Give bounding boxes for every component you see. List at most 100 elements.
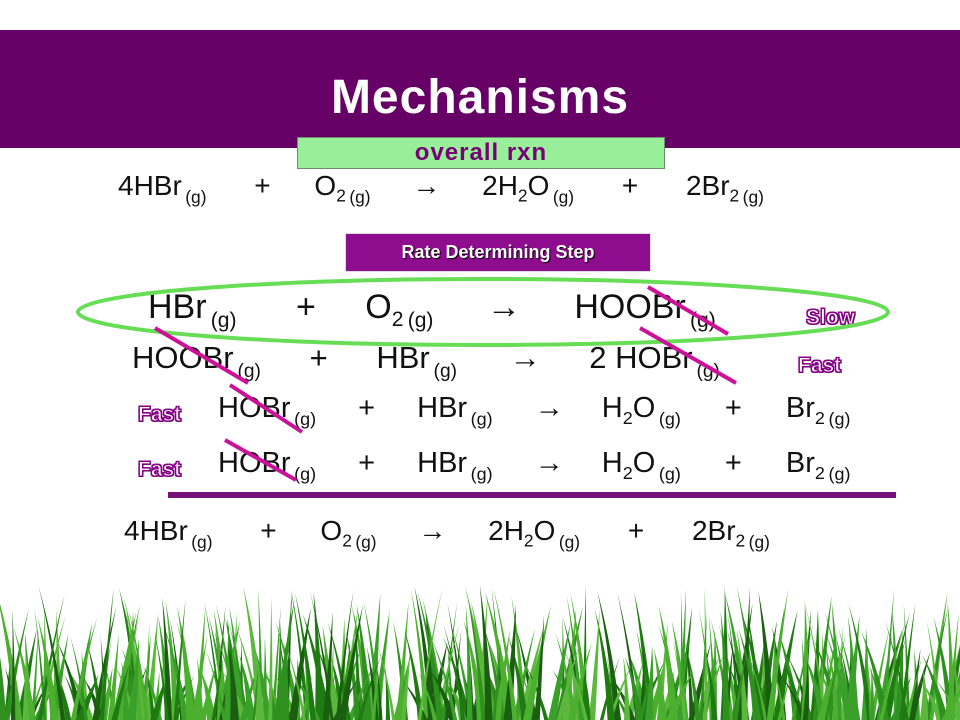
grass-blade bbox=[443, 624, 466, 720]
grass-blade bbox=[128, 608, 150, 720]
grass-blade bbox=[741, 588, 750, 720]
grass-blade bbox=[414, 585, 436, 720]
grass-blade bbox=[177, 605, 195, 720]
grass-blade bbox=[829, 653, 840, 720]
grass-blade bbox=[284, 642, 306, 720]
grass-blade bbox=[191, 634, 208, 720]
grass-blade bbox=[599, 656, 620, 720]
grass-blade bbox=[869, 666, 875, 720]
grass-blade bbox=[327, 642, 334, 720]
cancel-line bbox=[228, 383, 304, 434]
grass-blade bbox=[363, 601, 383, 720]
grass-blade bbox=[243, 586, 265, 720]
grass-blade bbox=[465, 604, 473, 720]
grass-blade bbox=[431, 637, 458, 720]
grass-blade bbox=[399, 650, 411, 720]
grass-blade bbox=[685, 640, 695, 720]
grass-blade bbox=[825, 632, 851, 720]
grass-blade bbox=[708, 614, 717, 720]
grass-blade bbox=[417, 587, 443, 720]
grass-blade bbox=[338, 604, 364, 720]
grass-blade bbox=[229, 605, 245, 720]
grass-blade bbox=[703, 587, 708, 720]
grass-blade bbox=[227, 642, 239, 720]
grass-blade bbox=[943, 644, 960, 720]
grass-blade bbox=[304, 653, 310, 720]
grass-blade bbox=[919, 679, 944, 720]
grass-blade bbox=[523, 605, 552, 720]
grass-blade bbox=[563, 647, 588, 720]
grass-blade bbox=[732, 603, 753, 720]
rate-label-step-2: Fast bbox=[797, 354, 842, 378]
grass-blade bbox=[905, 657, 922, 720]
grass-blade bbox=[672, 638, 687, 720]
grass-blade bbox=[747, 652, 768, 720]
grass-blade bbox=[70, 636, 88, 720]
grass-blade bbox=[377, 643, 396, 720]
grass-blade bbox=[548, 622, 571, 720]
grass-blade bbox=[831, 601, 842, 720]
grass-blade bbox=[417, 591, 444, 720]
mechanism-step-3: HOBr (g) + HBr (g) → H2O (g) + Br2 (g) bbox=[218, 392, 851, 430]
grass-blade bbox=[766, 588, 789, 720]
sum-divider-line bbox=[168, 492, 896, 498]
grass-blade bbox=[925, 604, 949, 720]
grass-blade bbox=[281, 642, 290, 720]
grass-blade bbox=[239, 654, 256, 720]
cancel-line bbox=[153, 326, 250, 385]
grass-blade bbox=[162, 597, 173, 720]
rate-label-step-3: Fast bbox=[137, 403, 182, 427]
overall-reaction-top: 4 HBr (g) + O2 (g) → 2 H2O (g) + 2 Br2 (g) bbox=[118, 170, 764, 207]
grass-blade bbox=[777, 674, 791, 720]
grass-blade bbox=[824, 644, 842, 720]
grass-blade bbox=[262, 637, 267, 720]
overall-rxn-label: overall rxn bbox=[297, 137, 665, 169]
grass-blade bbox=[435, 679, 441, 720]
grass-blade bbox=[418, 671, 438, 720]
cancel-line bbox=[646, 285, 730, 336]
grass-blade bbox=[791, 621, 815, 720]
grass-blade bbox=[802, 658, 809, 720]
grass-blade bbox=[11, 608, 16, 720]
grass-blade bbox=[518, 627, 544, 720]
grass-blade bbox=[894, 631, 904, 720]
cancel-line bbox=[639, 326, 737, 385]
grass-blade bbox=[492, 639, 502, 720]
grass-blade bbox=[75, 674, 99, 720]
grass-blade bbox=[479, 585, 493, 720]
grass-blade bbox=[658, 605, 678, 720]
rate-determining-step-label: Rate Determining Step bbox=[345, 233, 651, 272]
grass-blade bbox=[644, 645, 654, 720]
grass-blade bbox=[335, 589, 354, 720]
grass-blade bbox=[38, 593, 65, 720]
grass-blade bbox=[922, 654, 949, 720]
grass-blade bbox=[588, 608, 600, 720]
cancel-line bbox=[224, 438, 297, 482]
grass-blade bbox=[555, 633, 578, 720]
highlight-oval bbox=[76, 277, 890, 347]
grass-blade bbox=[13, 627, 36, 720]
grass-blade bbox=[37, 616, 59, 720]
overall-reaction-bottom: 4 HBr (g) + O2 (g) → 2 H2O (g) + 2 Br2 (g) bbox=[124, 515, 770, 552]
grass-blade bbox=[953, 659, 960, 720]
grass-blade bbox=[205, 650, 226, 720]
grass-blade bbox=[173, 598, 186, 720]
grass-blade bbox=[869, 629, 890, 720]
grass-blade bbox=[288, 607, 312, 720]
grass-blade bbox=[718, 623, 740, 720]
grass-blade bbox=[0, 603, 23, 720]
grass-blade bbox=[555, 606, 583, 720]
grass-blade bbox=[295, 592, 317, 720]
grass-blade bbox=[919, 670, 929, 720]
grass-blade bbox=[154, 631, 169, 720]
grass-blade bbox=[466, 589, 487, 720]
grass-blade bbox=[70, 616, 98, 720]
grass-blade bbox=[684, 640, 701, 720]
grass-blade bbox=[143, 622, 150, 720]
grass-blade bbox=[720, 611, 730, 720]
grass-blade bbox=[211, 655, 224, 720]
grass-blade bbox=[568, 643, 592, 720]
grass-blade bbox=[665, 670, 694, 720]
grass-blade bbox=[772, 609, 798, 720]
